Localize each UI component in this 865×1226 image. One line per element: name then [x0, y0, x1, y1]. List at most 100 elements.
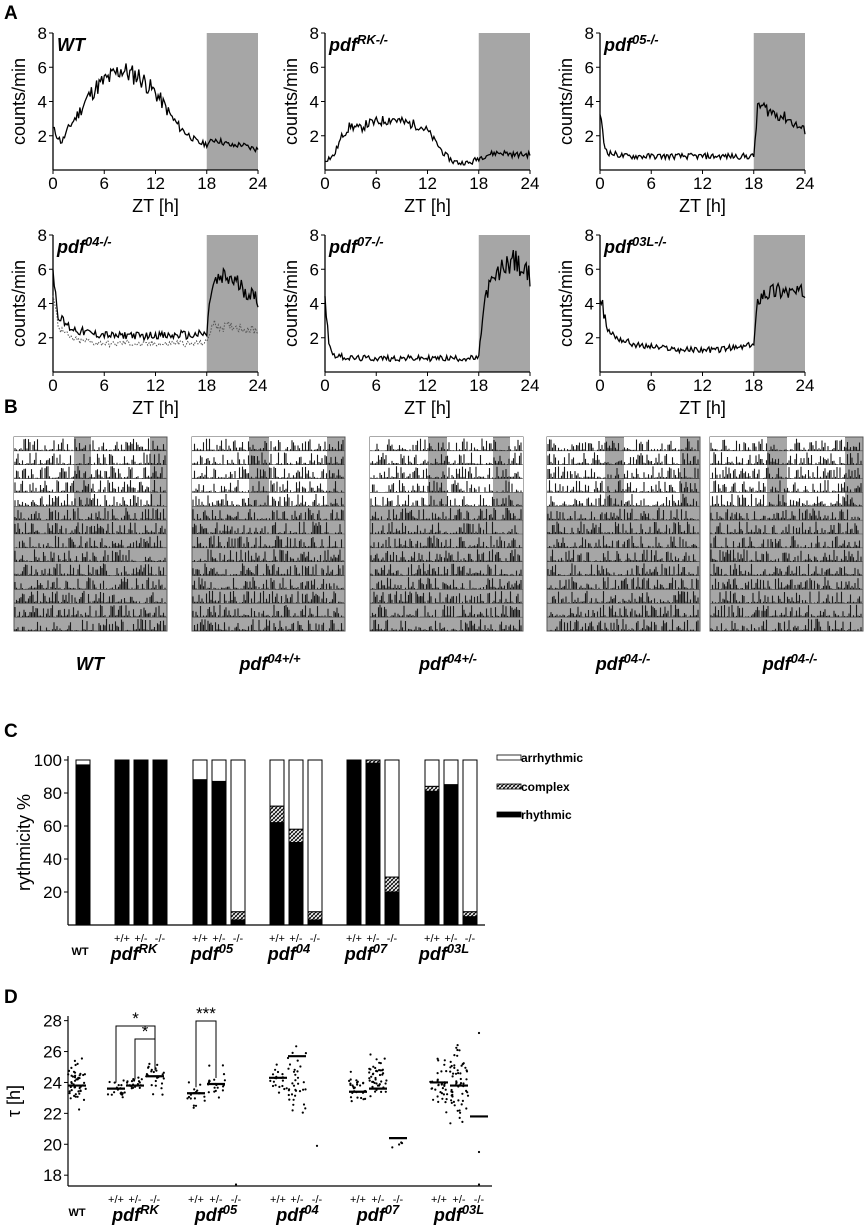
data-point	[154, 1084, 157, 1087]
stacked-bar	[211, 759, 227, 926]
data-point	[451, 1095, 454, 1098]
plot-title-sup: 05-/-	[632, 32, 659, 47]
data-point	[304, 1107, 307, 1110]
data-point	[304, 1052, 307, 1055]
data-point	[436, 1057, 439, 1060]
activity-trace	[324, 249, 531, 363]
data-point	[398, 1143, 401, 1146]
actogram-1: pdf04+/+	[191, 436, 346, 674]
scatter-column	[389, 1136, 407, 1149]
legend-swatch	[496, 811, 522, 818]
data-point	[192, 1104, 195, 1107]
data-point	[292, 1098, 295, 1101]
data-point	[298, 1090, 302, 1093]
dark-phase-shading	[753, 33, 805, 170]
data-point	[466, 1094, 470, 1097]
data-point	[445, 1111, 448, 1114]
data-point	[68, 1090, 71, 1093]
x-tick-label: 0	[595, 174, 604, 193]
x-tick-label: 24	[796, 174, 815, 193]
y-axis-label: rythmicity %	[14, 794, 34, 891]
activity-bars	[710, 438, 862, 451]
x-tick-label: 24	[521, 174, 540, 193]
genotype-label: pdf07	[356, 1202, 400, 1225]
activity-bars	[547, 521, 699, 534]
activity-bars	[370, 563, 522, 576]
light-phase	[14, 450, 74, 465]
bar-rhythmic	[152, 759, 168, 926]
data-point	[78, 1092, 81, 1095]
data-point	[208, 1064, 211, 1067]
activity-bars	[14, 549, 166, 562]
activity-bars	[710, 604, 862, 618]
bar-rhythmic	[288, 842, 304, 926]
data-point	[193, 1088, 196, 1091]
data-point	[453, 1054, 456, 1057]
data-point	[73, 1076, 77, 1079]
y-tick-label: 18	[43, 1166, 62, 1185]
plot-title-base: pdf	[328, 237, 359, 257]
data-point	[349, 1083, 352, 1086]
data-point	[217, 1096, 220, 1099]
data-point	[126, 1081, 129, 1084]
legend-swatch	[496, 783, 522, 790]
panel-letter-c: C	[4, 721, 18, 742]
light-phase	[14, 464, 74, 479]
data-point	[443, 1059, 446, 1062]
data-point	[450, 1101, 453, 1104]
data-point	[453, 1104, 456, 1107]
activity-bars	[370, 619, 522, 631]
x-tick-label: 18	[469, 174, 488, 193]
activity-bars	[710, 480, 862, 493]
activity-bars	[192, 438, 344, 451]
scatter-column	[186, 1081, 206, 1109]
data-point	[162, 1077, 165, 1080]
data-point	[373, 1081, 376, 1084]
data-point	[381, 1069, 384, 1072]
data-point	[187, 1095, 191, 1099]
scatter-column	[234, 1183, 238, 1186]
significance-bracket	[195, 1020, 217, 1088]
x-tick-label: 6	[647, 376, 656, 395]
legend-label: rhythmic	[521, 808, 572, 822]
stacked-bar	[288, 759, 304, 926]
genotype-label-base: WT	[71, 946, 88, 958]
actogram-3: pdf04-/-	[546, 436, 701, 674]
data-point	[138, 1086, 141, 1089]
data-point	[349, 1078, 352, 1081]
data-point	[452, 1072, 455, 1075]
data-point	[362, 1082, 365, 1085]
data-point	[384, 1090, 387, 1093]
category-label: +/-	[128, 1194, 141, 1206]
light-phase	[14, 437, 74, 451]
data-point	[368, 1079, 371, 1082]
activity-bars	[192, 508, 344, 521]
data-point	[442, 1093, 445, 1096]
data-point	[288, 1063, 292, 1066]
light-phase	[624, 437, 680, 451]
category-label: +/-	[444, 933, 457, 945]
data-point	[203, 1099, 206, 1102]
data-point	[272, 1080, 275, 1083]
data-point	[277, 1091, 281, 1094]
data-point	[362, 1098, 365, 1101]
activity-bars	[14, 480, 166, 493]
data-point	[160, 1082, 164, 1085]
data-point	[453, 1064, 456, 1067]
genotype-label-base: pdf	[194, 1205, 225, 1225]
category-label: +/+	[188, 1194, 204, 1206]
actogram-label: pdf04+/-	[418, 651, 477, 674]
activity-bars	[192, 563, 344, 576]
x-tick-label: 6	[647, 174, 656, 193]
genotype-label-sup: RK	[140, 1202, 160, 1217]
activity-bars	[710, 508, 861, 521]
data-point	[457, 1099, 460, 1102]
bar-complex	[230, 911, 246, 921]
data-point	[76, 1095, 79, 1098]
data-point	[449, 1060, 452, 1063]
y-tick-label: 6	[310, 260, 319, 279]
activity-trace	[599, 101, 806, 162]
x-tick-label: 0	[48, 376, 57, 395]
